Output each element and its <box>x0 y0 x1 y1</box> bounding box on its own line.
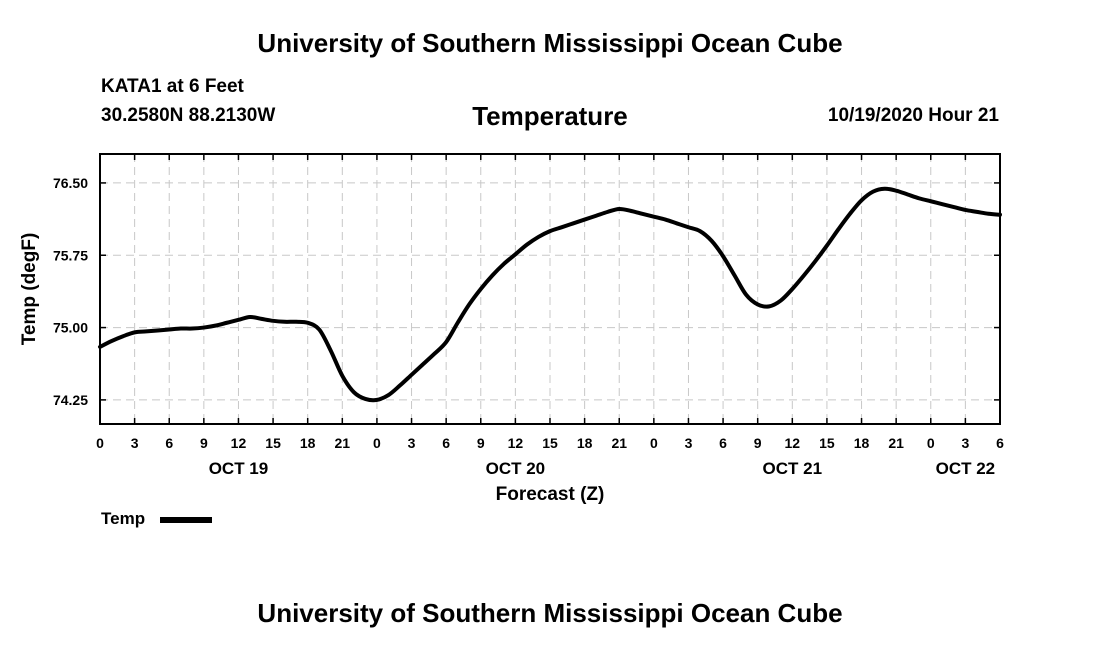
x-tick-label: 6 <box>165 435 173 451</box>
forecast-timestamp: 10/19/2020 Hour 21 <box>827 105 999 126</box>
gridlines <box>100 154 1000 424</box>
x-tick-label: 12 <box>785 435 801 451</box>
x-tick-label: 9 <box>754 435 762 451</box>
x-tick-label: 21 <box>888 435 904 451</box>
axis-labels: 0 3 6 9 12 15 18 21 0 3 6 9 12 15 18 21 0 3 6 9 12 15 18 21 0 3 6 7… <box>19 175 1004 505</box>
date-label: OCT 19 <box>209 459 269 478</box>
x-tick-label: 9 <box>200 435 208 451</box>
top-title: University of Southern Mississippi Ocean… <box>257 28 843 58</box>
temp-series-line <box>98 186 1002 403</box>
x-tick-label: 18 <box>854 435 870 451</box>
date-label: OCT 21 <box>763 459 823 478</box>
x-tick-label: 0 <box>96 435 104 451</box>
x-tick-label: 3 <box>961 435 969 451</box>
date-label: OCT 22 <box>936 459 996 478</box>
legend-label: Temp <box>101 509 146 528</box>
x-axis-title: Forecast (Z) <box>496 484 605 505</box>
x-tick-label: 0 <box>650 435 658 451</box>
y-axis-title: Temp (degF) <box>19 233 40 346</box>
legend-swatch <box>160 517 212 523</box>
x-tick-label: 12 <box>508 435 524 451</box>
x-tick-label: 15 <box>265 435 281 451</box>
x-tick-label: 0 <box>373 435 381 451</box>
x-tick-label: 21 <box>335 435 351 451</box>
axis-ticks <box>99 154 1001 424</box>
date-label: OCT 20 <box>486 459 546 478</box>
x-tick-label: 3 <box>685 435 693 451</box>
y-tick-label: 74.25 <box>53 392 88 408</box>
x-tick-label: 9 <box>477 435 485 451</box>
y-tick-label: 76.50 <box>53 175 88 191</box>
series-layer <box>98 186 1002 403</box>
x-tick-label: 12 <box>231 435 247 451</box>
y-tick-label: 75.75 <box>53 247 88 263</box>
bottom-title: University of Southern Mississippi Ocean… <box>257 598 843 628</box>
station-coords: 30.2580N 88.2130W <box>101 105 276 126</box>
x-tick-label: 6 <box>996 435 1004 451</box>
chart-title: Temperature <box>472 101 628 131</box>
x-tick-label: 18 <box>300 435 316 451</box>
x-tick-label: 3 <box>131 435 139 451</box>
x-tick-label: 18 <box>577 435 593 451</box>
x-tick-label: 6 <box>719 435 727 451</box>
x-tick-label: 15 <box>819 435 835 451</box>
y-tick-label: 75.00 <box>53 320 88 336</box>
x-tick-label: 15 <box>542 435 558 451</box>
x-tick-label: 6 <box>442 435 450 451</box>
station-name: KATA1 at 6 Feet <box>101 76 244 97</box>
x-tick-label: 3 <box>408 435 416 451</box>
x-tick-label: 21 <box>611 435 627 451</box>
x-tick-label: 0 <box>927 435 935 451</box>
